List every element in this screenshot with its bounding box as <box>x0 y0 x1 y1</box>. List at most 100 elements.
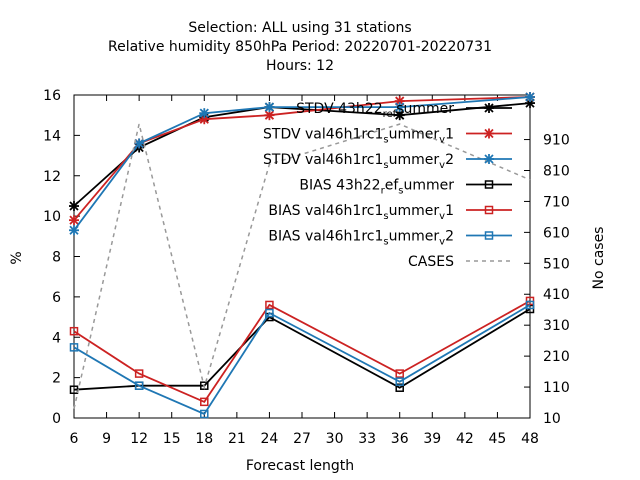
legend-label-part: s <box>383 211 388 222</box>
series-layer <box>69 92 535 419</box>
legend-label-part: STDV 43h22 <box>296 101 383 117</box>
legend-label-part: CASES <box>408 254 454 270</box>
legend-label-part: BIAS val46h1rc1 <box>268 229 383 245</box>
y-tick-label: 12 <box>43 169 61 185</box>
y2-tick-label: 510 <box>543 256 570 272</box>
x-tick-label: 36 <box>391 431 409 447</box>
x-tick-label: 27 <box>293 431 311 447</box>
title-line-3: Hours: 12 <box>266 58 334 74</box>
legend-marker <box>484 231 494 240</box>
x-tick-label: 33 <box>358 431 376 447</box>
legend-label-part: ef <box>385 178 400 194</box>
y-tick-label: 4 <box>52 330 61 346</box>
x-axis-label: Forecast length <box>246 458 354 474</box>
y-tick-label: 16 <box>43 88 61 104</box>
data-point <box>395 369 404 378</box>
data-point <box>69 215 79 226</box>
y2-tick-label: 410 <box>543 287 570 303</box>
data-point <box>69 201 79 212</box>
series-line <box>73 304 531 416</box>
data-point <box>200 409 209 419</box>
series-line <box>73 96 531 221</box>
legend-label-part: v <box>439 237 445 248</box>
series-5 <box>69 300 535 419</box>
x-tick-label: 9 <box>102 431 111 447</box>
y2-tick-label: 110 <box>543 380 570 396</box>
y2-tick-label: 610 <box>543 225 570 241</box>
legend-marker <box>484 128 494 139</box>
x-tick-label: 12 <box>130 431 148 447</box>
data-point <box>69 225 79 236</box>
x-tick-label: 39 <box>423 431 441 447</box>
legend-label-part: v <box>439 211 445 222</box>
legend-marker <box>484 180 494 189</box>
legend-label: STDV val46h1rc1summerv1 <box>263 127 454 146</box>
x-tick-label: 30 <box>326 431 344 447</box>
data-point <box>134 138 145 149</box>
data-point <box>395 383 404 392</box>
series-2 <box>69 92 535 236</box>
data-point <box>199 108 210 119</box>
data-point <box>200 397 209 407</box>
legend-label-part: r <box>381 186 386 197</box>
legend-label-part: BIAS 43h22 <box>299 178 380 194</box>
x-axis-ticks: 6 9 12 15 18 21 24 27 30 33 36 39 42 45 48 <box>70 95 539 447</box>
legend-label-part: STDV val46h1rc1 <box>263 127 383 143</box>
title-line-1: Selection: ALL using 31 stations <box>188 20 411 36</box>
y-tick-label: 8 <box>52 250 61 266</box>
legend-label: BIAS val46h1rc1summerv2 <box>268 229 454 248</box>
data-point <box>395 377 404 386</box>
data-point <box>69 385 79 394</box>
legend-label: CASES <box>408 254 454 270</box>
data-point <box>265 308 274 318</box>
legend-label-part: s <box>383 160 388 171</box>
y2-tick-label: 710 <box>543 194 570 210</box>
series-6 <box>73 123 531 409</box>
legend-marker <box>484 154 494 164</box>
legend-label-part: s <box>383 237 388 248</box>
legend-label-part: ummer <box>389 229 440 245</box>
legend-marker <box>484 205 494 215</box>
series-line <box>73 308 531 391</box>
series-line <box>73 300 531 404</box>
x-tick-label: 48 <box>521 431 539 447</box>
legend-label-part: 2 <box>445 152 454 168</box>
x-tick-label: 18 <box>195 431 213 447</box>
y2-tick-label: 10 <box>543 411 561 427</box>
legend-label-part: s <box>383 135 388 146</box>
y2-axis-label: No cases <box>591 227 607 290</box>
legend-label-part: 2 <box>445 229 454 245</box>
y-tick-label: 0 <box>52 411 61 427</box>
data-point <box>69 326 79 336</box>
legend-marker <box>484 103 494 113</box>
legend-label-part: STDV val46h1rc1 <box>263 152 383 168</box>
y-axis-ticks: 0 2 4 6 8 10 12 14 16 <box>43 88 80 427</box>
y2-tick-label: 910 <box>543 133 570 149</box>
data-point <box>525 300 535 310</box>
legend-label-part: ummer <box>389 127 440 143</box>
legend-label-part: BIAS val46h1rc1 <box>268 203 383 219</box>
x-tick-label: 6 <box>70 431 79 447</box>
x-tick-label: 15 <box>163 431 181 447</box>
data-point <box>525 92 535 103</box>
series-3 <box>69 304 535 394</box>
legend-label-part: ref <box>383 109 397 120</box>
legend-label-part: summer <box>396 101 454 117</box>
y-tick-label: 2 <box>52 371 61 387</box>
legend-label-part: ummer <box>389 152 440 168</box>
title-line-2: Relative humidity 850hPa Period: 2022070… <box>108 39 492 55</box>
y2-tick-label: 810 <box>543 163 570 179</box>
x-tick-label: 21 <box>228 431 246 447</box>
legend-label-part: v <box>439 160 445 171</box>
legend-label: STDV val46h1rc1summerv2 <box>263 152 454 171</box>
legend-label: BIAS 43h22refsummer <box>299 178 454 197</box>
series-line <box>73 96 531 231</box>
x-tick-label: 42 <box>456 431 474 447</box>
legend-label-part: ummer <box>389 203 440 219</box>
x-tick-label: 24 <box>261 431 279 447</box>
y-tick-label: 14 <box>43 128 61 144</box>
legend-label-part: s <box>398 186 403 197</box>
